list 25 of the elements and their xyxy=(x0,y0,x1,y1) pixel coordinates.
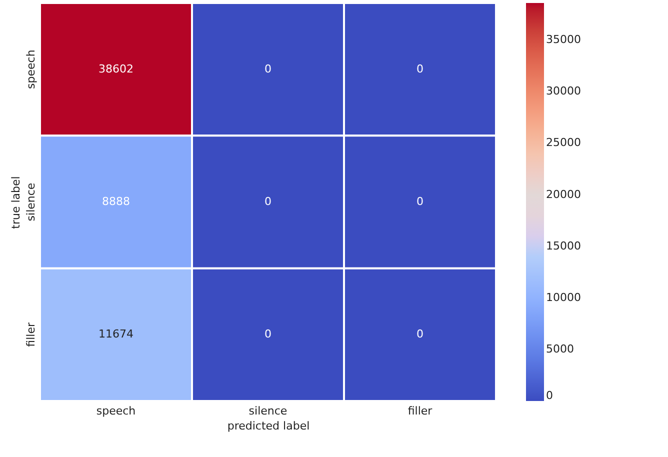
y-tick-label: silence xyxy=(24,182,38,222)
color-bar-label: 5000 xyxy=(546,342,574,356)
color-bar-label: 10000 xyxy=(546,290,581,304)
color-bar-label: 25000 xyxy=(546,136,581,150)
y-axis-title: true label xyxy=(10,176,22,229)
x-tick-label: speech xyxy=(96,404,136,418)
y-tick-label: speech xyxy=(24,50,38,89)
data-label: 0 xyxy=(264,62,272,76)
data-label: 0 xyxy=(416,328,424,341)
data-label: 8888 xyxy=(102,195,130,208)
data-label: 0 xyxy=(264,328,272,341)
x-tick-label: filler xyxy=(408,404,433,418)
y-tick-label: filler xyxy=(24,322,38,347)
data-label: 0 xyxy=(264,195,272,208)
x-axis-title: predicted label xyxy=(227,420,310,432)
data-label: 0 xyxy=(416,195,424,208)
data-label: 11674 xyxy=(98,328,134,341)
data-label: 38602 xyxy=(98,62,134,76)
color-bar-label: 15000 xyxy=(546,239,581,252)
color-bar-label: 20000 xyxy=(546,188,581,201)
color-bar-label: 0 xyxy=(546,389,553,402)
color-bar-label: 30000 xyxy=(546,84,581,98)
x-tick-label: silence xyxy=(248,404,288,418)
color-bar-label: 35000 xyxy=(546,33,581,46)
data-label: 0 xyxy=(416,62,424,76)
